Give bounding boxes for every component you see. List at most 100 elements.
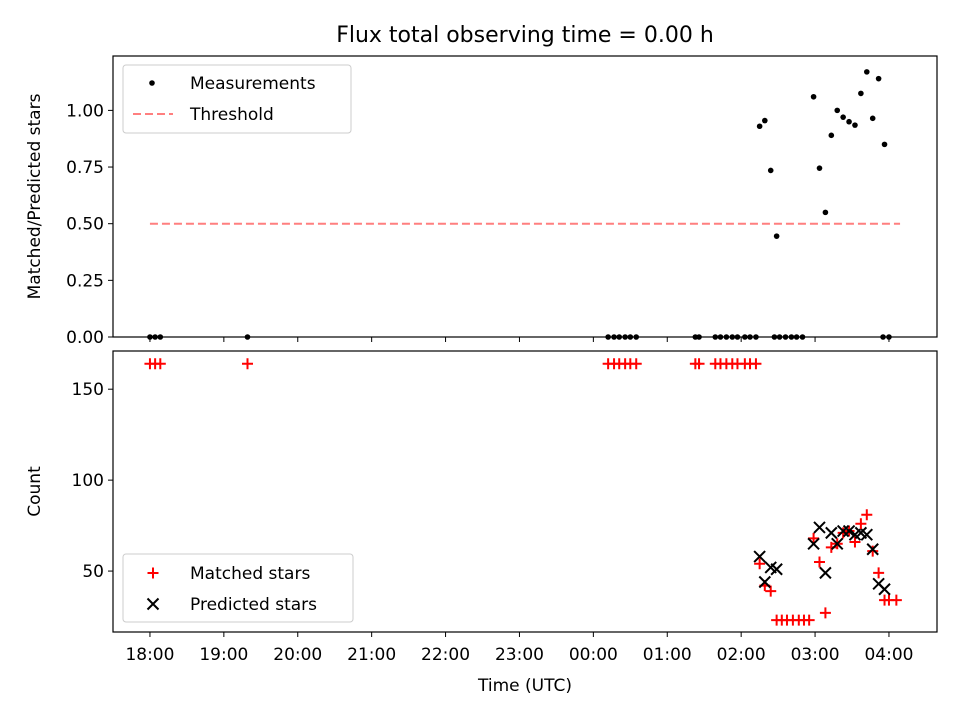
predicted-star-point: [866, 543, 879, 556]
y-tick-label: 150: [72, 380, 104, 400]
matched-star-point: [754, 558, 766, 570]
measurement-point: [616, 334, 623, 340]
x-tick-label: 01:00: [643, 645, 692, 665]
predicted-star-point: [878, 583, 891, 596]
measurement-point: [723, 334, 730, 340]
predicted-star-point: [831, 537, 844, 550]
top-panel: 0.00 0.25 0.50 0.75 1.00 Matched/Predicted st…: [25, 55, 938, 348]
measurement-point: [834, 107, 841, 114]
measurement-point: [712, 334, 719, 340]
y-tick-label: 0.25: [66, 271, 104, 291]
measurement-point: [869, 115, 876, 122]
legend-box: [122, 553, 354, 623]
predicted-star-point: [813, 521, 826, 534]
measurement-point: [782, 334, 789, 340]
measurement-point: [157, 334, 164, 340]
measurement-point: [742, 334, 748, 340]
x-tick-label: 21:00: [347, 645, 396, 665]
measurement-point: [875, 75, 882, 82]
measurement-point: [633, 334, 640, 340]
y-tick-label: 0.00: [66, 328, 104, 348]
measurement-point: [767, 167, 774, 174]
x-tick-label: 18:00: [125, 645, 174, 665]
measurement-point: [816, 165, 823, 171]
x-tick-label: 00:00: [569, 645, 618, 665]
measurement-point: [152, 334, 158, 340]
matched-star-point: [890, 594, 902, 606]
predicted-star-point: [836, 524, 850, 538]
measurement-point: [886, 334, 892, 340]
matched-star-point: [765, 585, 777, 597]
measurement-point: [627, 334, 634, 340]
legend-matched-label: Matched stars: [190, 564, 310, 584]
matched-star-point: [867, 545, 879, 557]
measurement-point: [788, 334, 795, 340]
x-tick-label: 04:00: [864, 645, 913, 665]
measurement-point: [611, 334, 617, 340]
y-tick-label: 1.00: [66, 101, 104, 121]
measurement-point: [729, 334, 736, 340]
measurement-point: [776, 334, 783, 340]
measurement-point: [147, 334, 153, 340]
measurement-point: [244, 334, 251, 340]
y-tick-label: 0.50: [66, 215, 104, 235]
predicted-star-point: [758, 575, 772, 589]
predicted-star-point: [753, 550, 766, 563]
matched-star-point: [855, 518, 867, 530]
x-tick-label: 19:00: [199, 645, 248, 665]
matched-star-point: [819, 607, 831, 619]
measurement-point: [840, 114, 846, 120]
measurement-point: [753, 334, 759, 340]
measurement-point: [717, 334, 724, 340]
matched-star-point: [849, 536, 861, 548]
measurement-point: [810, 93, 817, 100]
matched-star-point: [861, 509, 873, 521]
measurement-point: [858, 90, 864, 97]
axes-frame: [112, 55, 938, 338]
measurement-point: [846, 118, 852, 125]
y-tick-label: 50: [82, 562, 104, 582]
x-axis-label: Time (UTC): [477, 676, 572, 696]
bottom-panel: 50 100 150 18:00 19:00 20:00 21:00 22:00 23:00 00…: [25, 350, 938, 696]
legend-measurements-label: Measurements: [190, 74, 316, 94]
y-axis-label: Count: [25, 466, 45, 517]
x-tick-label: 22:00: [421, 645, 470, 665]
legend-predicted-label: Predicted stars: [190, 595, 317, 615]
y-tick-label: 100: [72, 471, 104, 491]
matched-star-point: [242, 358, 253, 370]
matched-star-point: [803, 614, 815, 626]
predicted-star-point: [819, 566, 832, 580]
legend-predicted-marker: [146, 597, 160, 611]
measurement-point: [773, 233, 780, 239]
x-tick-label: 20:00: [273, 645, 322, 665]
x-tick-label: 03:00: [791, 645, 840, 665]
predicted-star-point: [842, 524, 856, 538]
figure-title: Flux total observing time = 0.00 h: [336, 23, 714, 48]
legend-threshold-label: Threshold: [189, 105, 274, 125]
y-tick-label: 0.75: [66, 158, 104, 178]
matched-star-point: [630, 358, 642, 370]
measurement-point: [756, 123, 763, 130]
measurement-point: [622, 334, 628, 340]
matched-star-point: [808, 532, 820, 544]
matched-star-point: [813, 556, 825, 568]
measurement-point: [771, 334, 778, 340]
predicted-star-point: [770, 563, 783, 576]
measurement-point: [793, 334, 800, 340]
measurement-point: [696, 334, 702, 340]
measurement-point: [605, 334, 611, 340]
measurement-point: [828, 132, 835, 139]
x-tick-label: 02:00: [717, 645, 766, 665]
measurement-point: [880, 334, 886, 340]
matched-star-point: [154, 358, 166, 370]
matched-star-point: [750, 358, 762, 370]
axes-frame: [112, 350, 938, 633]
x-tick-label: 23:00: [495, 645, 544, 665]
measurement-point: [762, 117, 768, 124]
predicted-star-point: [807, 537, 820, 550]
legend-measurements-marker: [149, 80, 155, 86]
measurement-point: [822, 209, 829, 216]
measurement-point: [852, 122, 858, 128]
measurement-point: [799, 334, 806, 340]
